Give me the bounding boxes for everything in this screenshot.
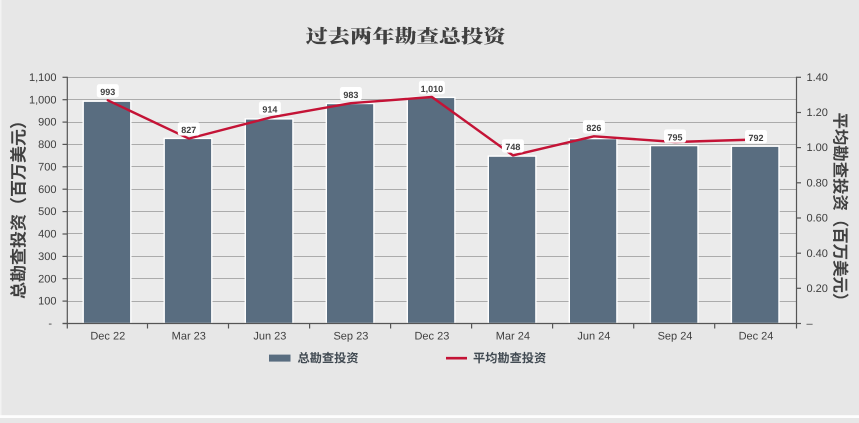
svg-text:914: 914 (262, 104, 277, 114)
svg-text:826: 826 (586, 123, 601, 133)
svg-text:Dec 22: Dec 22 (90, 331, 125, 343)
svg-text:300: 300 (38, 251, 56, 263)
svg-text:1,010: 1,010 (421, 84, 444, 94)
svg-text:Mar 23: Mar 23 (172, 331, 206, 343)
svg-text:1,000: 1,000 (29, 94, 57, 106)
svg-text:Dec 23: Dec 23 (414, 331, 449, 343)
svg-text:Dec 24: Dec 24 (739, 331, 774, 343)
svg-text:–: – (807, 318, 814, 330)
svg-text:983: 983 (343, 90, 358, 100)
svg-text:Sep 23: Sep 23 (333, 331, 368, 343)
svg-text:0.20: 0.20 (807, 283, 828, 295)
svg-text:800: 800 (38, 139, 56, 151)
svg-text:1,100: 1,100 (29, 72, 57, 84)
svg-text:900: 900 (38, 117, 56, 129)
svg-text:Mar 24: Mar 24 (496, 331, 530, 343)
svg-text:-: - (48, 318, 52, 330)
svg-text:0.60: 0.60 (807, 213, 828, 225)
svg-text:1.00: 1.00 (807, 142, 828, 154)
svg-text:795: 795 (667, 132, 682, 142)
svg-text:792: 792 (748, 133, 763, 143)
svg-text:100: 100 (38, 296, 56, 308)
svg-text:0.40: 0.40 (807, 248, 828, 260)
svg-text:200: 200 (38, 273, 56, 285)
svg-text:748: 748 (505, 142, 520, 152)
svg-text:400: 400 (38, 229, 56, 241)
svg-text:Jun 23: Jun 23 (253, 331, 286, 343)
svg-text:600: 600 (38, 184, 56, 196)
svg-text:827: 827 (181, 125, 196, 135)
svg-text:993: 993 (100, 87, 115, 97)
svg-text:Jun 24: Jun 24 (577, 331, 610, 343)
svg-text:0.80: 0.80 (807, 177, 828, 189)
svg-text:500: 500 (38, 206, 56, 218)
svg-text:1.40: 1.40 (807, 72, 828, 84)
svg-text:1.20: 1.20 (807, 107, 828, 119)
svg-text:700: 700 (38, 161, 56, 173)
svg-text:Sep 24: Sep 24 (658, 331, 693, 343)
